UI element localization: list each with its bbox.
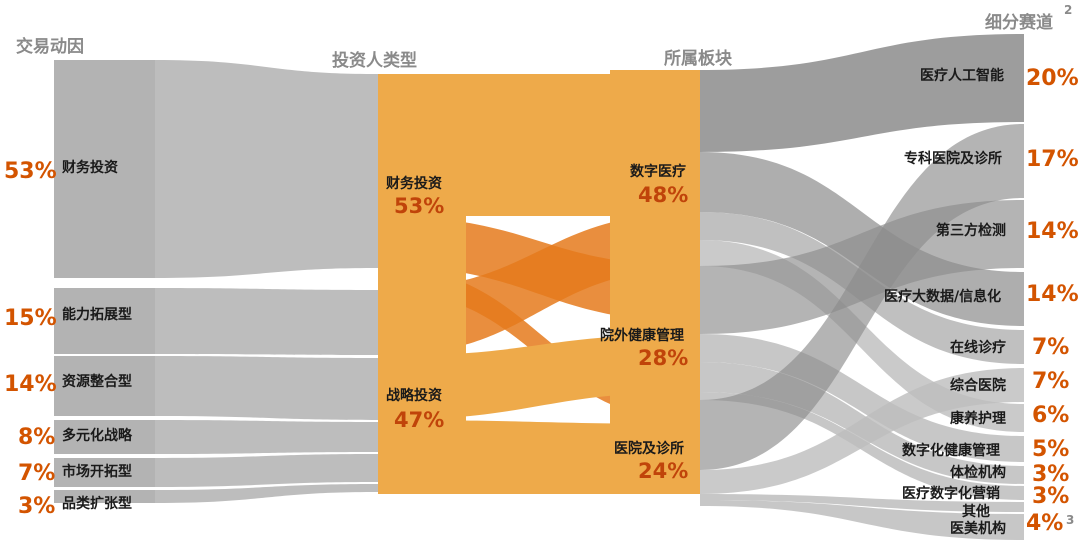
track-percent: 3%: [1032, 462, 1069, 487]
motive-node: [54, 356, 155, 416]
flow-sector-to-track: [700, 368, 1024, 494]
track-percent: 14%: [1026, 282, 1079, 307]
track-label: 医美机构: [950, 520, 1006, 537]
header-track-footnote: 2: [1064, 3, 1072, 17]
flow-motive-to-investor: [155, 420, 378, 454]
investor-node: [378, 74, 466, 494]
flow-motive-to-investor: [155, 288, 378, 355]
investor-percent: 47%: [394, 408, 444, 432]
motive-percent: 14%: [4, 372, 57, 397]
sector-percent: 48%: [638, 183, 688, 207]
track-label: 康养护理: [950, 410, 1006, 427]
motive-percent: 53%: [4, 159, 57, 184]
header-investor-type: 投资人类型: [332, 50, 417, 71]
motive-node: [54, 420, 155, 454]
node-layer: [54, 60, 700, 503]
track-percent: 4%: [1026, 511, 1063, 536]
header-motive: 交易动因: [16, 36, 84, 57]
motive-percent: 8%: [18, 425, 55, 450]
sector-percent: 24%: [638, 459, 688, 483]
motive-node: [54, 490, 155, 503]
header-track: 细分赛道: [985, 12, 1053, 33]
track-percent: 3%: [1032, 484, 1069, 509]
flow-layer: [155, 34, 1024, 540]
track-percent: 7%: [1032, 369, 1069, 394]
track-percent: 14%: [1026, 219, 1079, 244]
motive-node: [54, 458, 155, 487]
track-label: 综合医院: [950, 377, 1006, 394]
investor-percent: 53%: [394, 194, 444, 218]
track-label: 体检机构: [950, 464, 1006, 481]
motive-label: 市场开拓型: [62, 463, 132, 480]
header-sector: 所属板块: [664, 48, 733, 69]
track-label: 第三方检测: [936, 222, 1006, 239]
motive-label: 能力拓展型: [62, 306, 132, 323]
track-label: 医疗人工智能: [920, 67, 1004, 84]
motive-label: 资源整合型: [62, 373, 132, 390]
sector-percent: 28%: [638, 346, 688, 370]
motive-node: [54, 288, 155, 354]
track-footnote: 3: [1066, 513, 1074, 527]
flow-sector-to-track: [700, 124, 1024, 470]
flow-investor-to-sector: [378, 266, 700, 422]
sector-node: [610, 70, 700, 494]
flow-motive-to-investor: [155, 454, 378, 487]
motive-label: 财务投资: [61, 159, 118, 176]
motive-percent: 15%: [4, 306, 57, 331]
flow-motive-to-investor: [155, 60, 378, 278]
track-percent: 6%: [1032, 403, 1069, 428]
motive-node: [54, 60, 155, 278]
flow-sector-to-track: [700, 494, 1024, 512]
flow-sector-to-track: [700, 240, 1024, 432]
flow-motive-to-investor: [155, 484, 378, 503]
track-label: 医疗数字化营销: [902, 485, 1000, 502]
flow-sector-to-track: [700, 334, 1024, 462]
motive-label: 品类扩张型: [62, 495, 132, 512]
track-label: 在线诊疗: [950, 339, 1006, 356]
flow-sector-to-track: [700, 500, 1024, 540]
motive-percent: 3%: [18, 494, 55, 519]
investor-label: 战略投资: [386, 387, 442, 404]
sector-label: 数字医疗: [630, 163, 686, 180]
track-percent: 20%: [1026, 66, 1079, 91]
sector-label: 院外健康管理: [600, 327, 684, 344]
track-label: 其他: [962, 503, 990, 520]
track-percent: 17%: [1026, 147, 1079, 172]
track-label: 数字化健康管理: [902, 442, 1000, 459]
track-label: 专科医院及诊所: [904, 150, 1002, 167]
flow-sector-to-track: [700, 34, 1024, 152]
track-percent: 5%: [1032, 437, 1069, 462]
track-percent: 7%: [1032, 335, 1069, 360]
sector-label: 医院及诊所: [614, 440, 684, 457]
motive-label: 多元化战略: [62, 427, 133, 444]
flow-motive-to-investor: [155, 356, 378, 420]
investor-label: 财务投资: [385, 175, 442, 192]
track-label: 医疗大数据/信息化: [884, 288, 1001, 305]
motive-percent: 7%: [18, 461, 55, 486]
